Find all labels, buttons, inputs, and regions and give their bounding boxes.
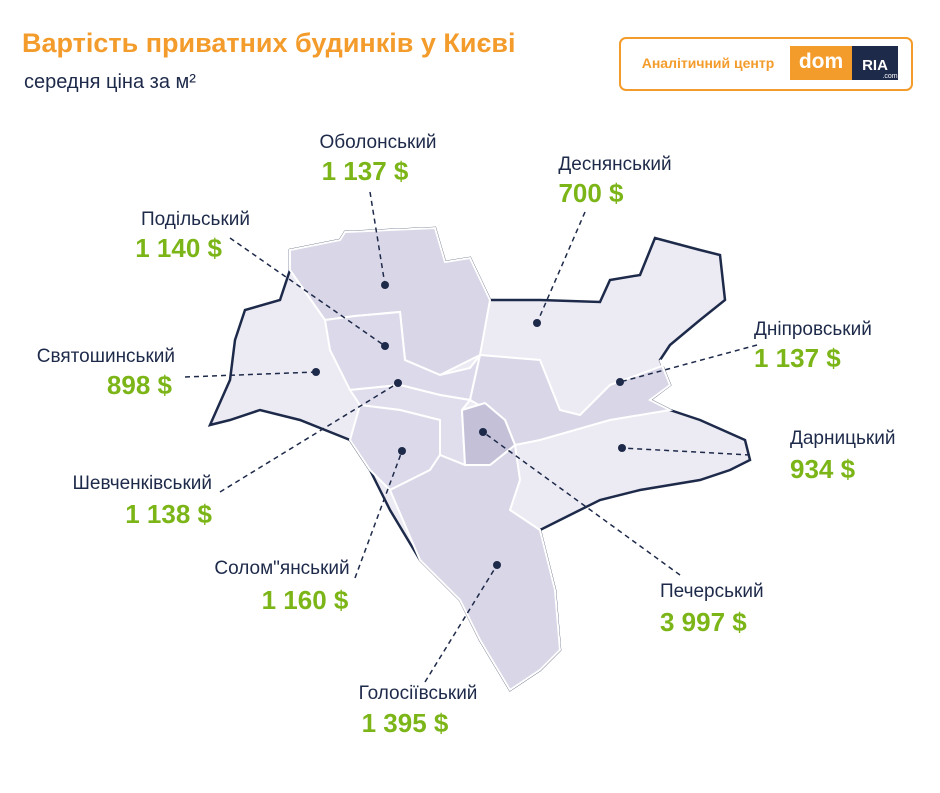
district-price: 1 160 $: [262, 585, 349, 615]
logo-ria: RIA: [862, 57, 888, 74]
district-name: Святошинський: [37, 346, 175, 367]
district-price: 1 140 $: [135, 233, 222, 263]
logo-dom-box: [790, 46, 852, 80]
map: [184, 191, 758, 692]
leader-line: [369, 191, 386, 286]
district-dot: [616, 378, 624, 386]
logo-ria-box: [852, 46, 898, 80]
title: Вартість приватних будинків у Києві: [22, 28, 515, 58]
district-price: 898 $: [107, 370, 173, 400]
logo-com: .com: [882, 73, 897, 80]
district-price: 1 138 $: [125, 499, 212, 529]
logo-caption: Аналітичний центр: [642, 55, 775, 71]
district-price: 3 997 $: [660, 607, 747, 637]
district-name: Голосіївський: [359, 683, 478, 704]
leader-line: [219, 382, 399, 493]
district-name: Печерський: [660, 581, 764, 602]
labels: Оболонський 1 137 $ Деснянський 700 $ По…: [37, 132, 896, 738]
district-price: 1 395 $: [362, 708, 449, 738]
district-holos: [388, 443, 562, 692]
logo: Аналітичний центр dom RIA .com: [619, 37, 913, 91]
leader-line: [619, 344, 758, 383]
leader-line: [424, 564, 498, 683]
district-name: Деснянський: [558, 154, 671, 175]
leader-line: [229, 237, 386, 347]
logo-dom: dom: [799, 50, 843, 73]
leader-line: [621, 447, 751, 456]
district-price: 1 137 $: [322, 156, 409, 186]
leader-line: [354, 450, 403, 579]
district-price: 700 $: [558, 178, 624, 208]
leader-line: [482, 431, 681, 576]
district-name: Шевченківський: [72, 473, 212, 494]
district-name: Дарницький: [790, 428, 895, 449]
district-name: Оболонський: [319, 132, 436, 153]
district-price: 934 $: [790, 454, 856, 484]
district-name: Дніпровський: [754, 319, 872, 340]
district-name: Подільський: [141, 209, 250, 230]
district-dot: [312, 368, 320, 376]
leader-line: [184, 371, 317, 378]
district-dot: [381, 342, 389, 350]
leader-line: [536, 211, 586, 324]
subtitle: середня ціна за м²: [24, 71, 196, 93]
district-name: Солом"янський: [214, 558, 349, 579]
district-price: 1 137 $: [754, 343, 841, 373]
district-pechersk: [460, 401, 517, 466]
